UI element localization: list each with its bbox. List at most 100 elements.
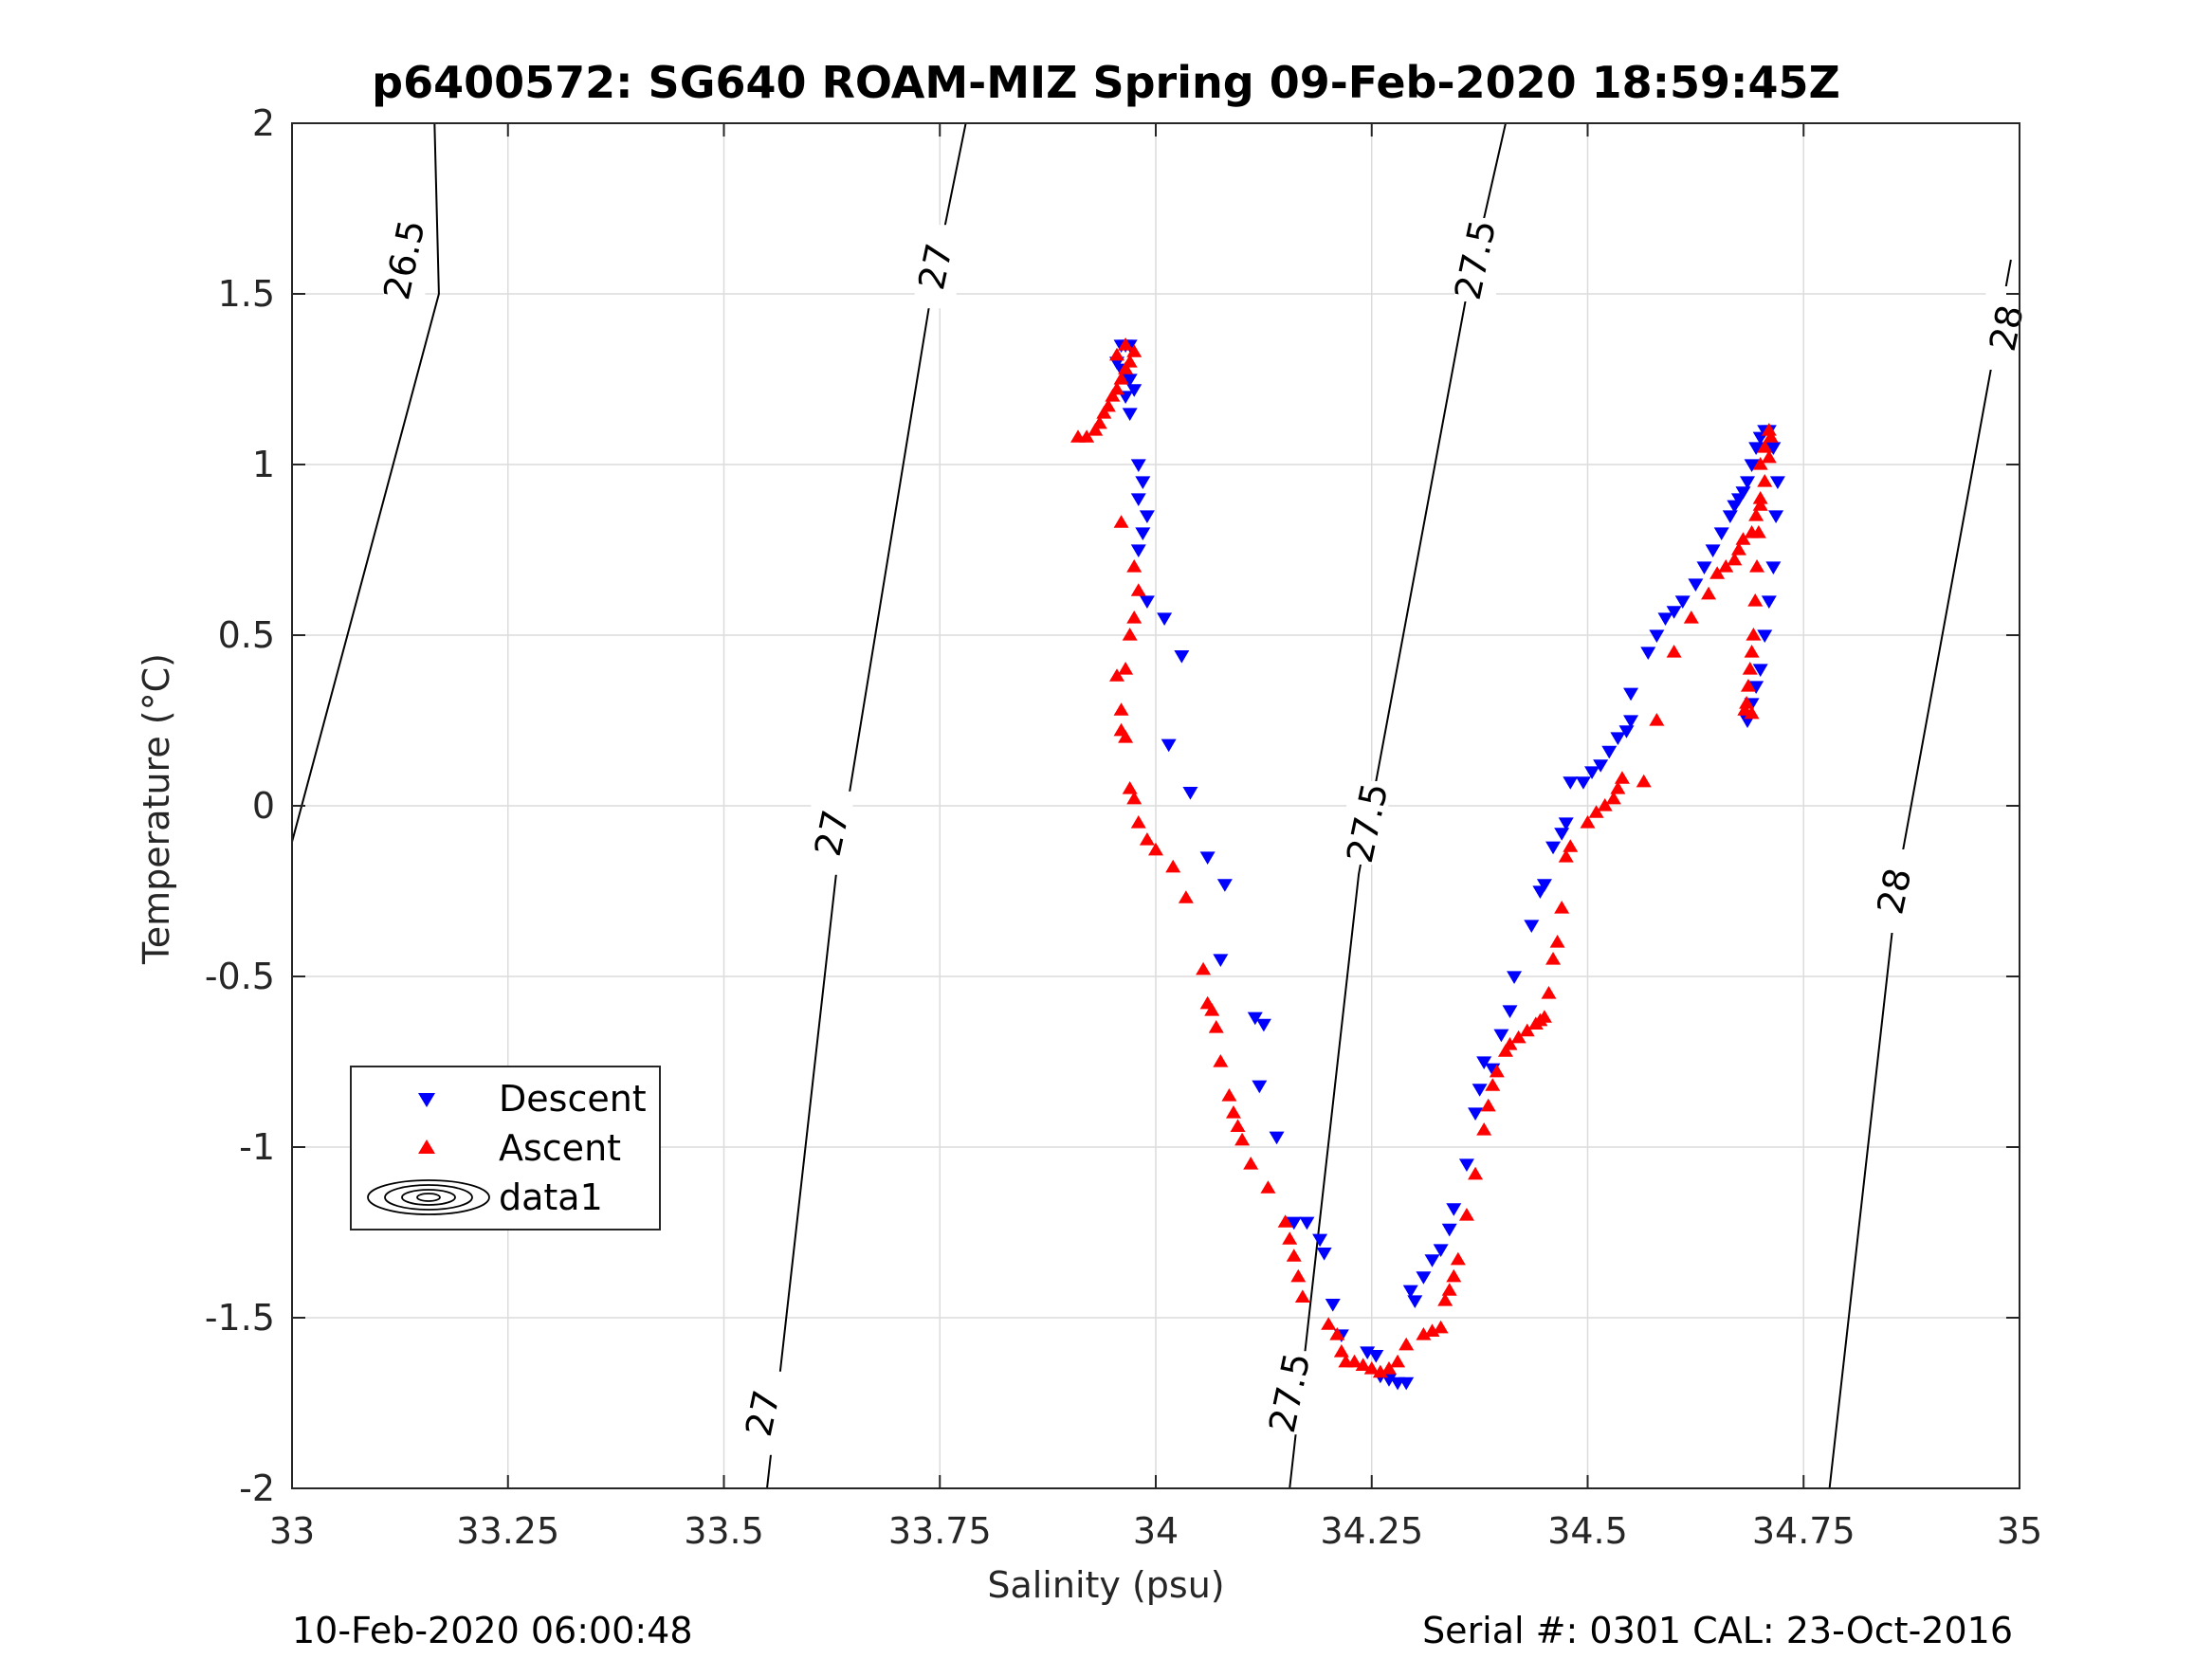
ascent-point <box>1282 1231 1298 1245</box>
contour-label-bg <box>914 225 957 309</box>
ascent-point <box>1536 1010 1552 1023</box>
legend-descent-marker <box>418 1093 435 1107</box>
descent-point <box>1126 384 1143 397</box>
descent-point <box>1575 776 1591 790</box>
descent-point <box>1213 954 1229 967</box>
footer-timestamp: 10-Feb-2020 06:00:48 <box>292 1610 693 1651</box>
ascent-point <box>1113 702 1129 716</box>
ascent-point <box>1558 849 1574 863</box>
descent-point <box>1135 476 1151 489</box>
descent-point <box>1139 510 1155 523</box>
ascent-point <box>1739 696 1755 709</box>
descent-point <box>1216 879 1233 892</box>
series-descent <box>1109 339 1785 1391</box>
descent-point <box>1199 851 1216 865</box>
contour-label: 27 <box>738 1387 788 1440</box>
ascent-point <box>1683 611 1699 624</box>
ascent-point <box>1416 1327 1432 1340</box>
ascent-point <box>1476 1122 1492 1136</box>
ascent-point <box>1433 1320 1449 1334</box>
contour-label-bg <box>1454 218 1497 301</box>
ascent-point <box>1489 1064 1505 1078</box>
series-ascent <box>1070 337 1779 1378</box>
ascent-point <box>1105 389 1121 402</box>
ascent-point <box>1234 1132 1251 1146</box>
ascent-point <box>1563 839 1579 852</box>
grid <box>291 122 2020 1489</box>
contour-label: 27 <box>910 240 960 293</box>
descent-point <box>1252 1080 1268 1094</box>
ascent-point <box>1380 1361 1397 1375</box>
descent-point <box>1368 1350 1384 1363</box>
ascent-point <box>1113 515 1129 528</box>
legend-entry: Ascent <box>499 1127 621 1169</box>
y-tick-label: -1 <box>239 1126 275 1168</box>
y-tick-label: 1.5 <box>218 273 275 315</box>
descent-point <box>1458 1158 1474 1172</box>
ascent-point <box>1118 337 1134 351</box>
contour-line-26.5 <box>292 123 440 846</box>
descent-point <box>1757 629 1773 643</box>
contour-label-bg <box>741 1371 784 1455</box>
descent-point <box>1713 527 1729 540</box>
descent-point <box>1182 787 1198 800</box>
descent-point <box>1286 1216 1302 1231</box>
ascent-point <box>1126 791 1143 805</box>
ascent-point <box>1744 645 1760 658</box>
descent-point <box>1765 442 1782 455</box>
contour-label-bg <box>1346 781 1389 865</box>
ascent-point <box>1750 525 1766 538</box>
ascent-point <box>1109 347 1125 361</box>
descent-point <box>1416 1271 1432 1285</box>
ascent-point <box>1372 1364 1388 1378</box>
ascent-point <box>1761 449 1777 464</box>
y-tick-label: 1 <box>252 444 275 485</box>
ascent-point <box>1510 1030 1526 1044</box>
descent-point <box>1623 715 1639 728</box>
ascent-point <box>1329 1327 1345 1340</box>
descent-point <box>1493 1029 1509 1043</box>
descent-point <box>1139 595 1155 609</box>
descent-point <box>1610 732 1626 745</box>
ascent-point <box>1752 491 1768 504</box>
legend-entry: data1 <box>499 1176 603 1218</box>
contour-label: 28 <box>1869 865 1919 918</box>
descent-point <box>1640 647 1656 660</box>
ascent-point <box>1130 583 1146 596</box>
ascent-point <box>1130 815 1146 829</box>
descent-point <box>1299 1216 1315 1231</box>
y-tick-label: -2 <box>239 1468 275 1509</box>
descent-point <box>1536 879 1552 892</box>
descent-point <box>1122 374 1138 387</box>
descent-point <box>1325 1299 1341 1312</box>
descent-point <box>1649 629 1665 643</box>
descent-point <box>1269 1131 1285 1145</box>
descent-point <box>1157 612 1173 626</box>
descent-point <box>1135 527 1151 540</box>
ascent-point <box>1605 791 1621 805</box>
ascent-point <box>1091 415 1107 429</box>
descent-point <box>1446 1203 1462 1216</box>
contour-label: 27 <box>807 807 857 860</box>
ascent-point <box>1709 566 1726 579</box>
ascent-point <box>1718 559 1734 573</box>
legend-contour-icon <box>401 1189 456 1206</box>
descent-point <box>1748 681 1764 694</box>
y-tick-label: 0 <box>252 785 275 827</box>
descent-point <box>1507 971 1523 984</box>
descent-point <box>1360 1346 1376 1359</box>
ascent-point <box>1243 1157 1259 1170</box>
descent-point <box>1657 612 1673 626</box>
ascent-point <box>1126 344 1143 357</box>
ascent-point <box>1744 705 1760 720</box>
ascent-point <box>1752 498 1768 511</box>
ascent-point <box>1088 423 1104 436</box>
ascent-point <box>1113 372 1129 385</box>
ascent-point <box>1122 628 1138 641</box>
descent-point <box>1674 595 1691 609</box>
contour-label-bg <box>811 791 853 875</box>
descent-point <box>1468 1107 1484 1121</box>
descent-point <box>1744 459 1760 472</box>
ascent-point <box>1424 1323 1440 1337</box>
